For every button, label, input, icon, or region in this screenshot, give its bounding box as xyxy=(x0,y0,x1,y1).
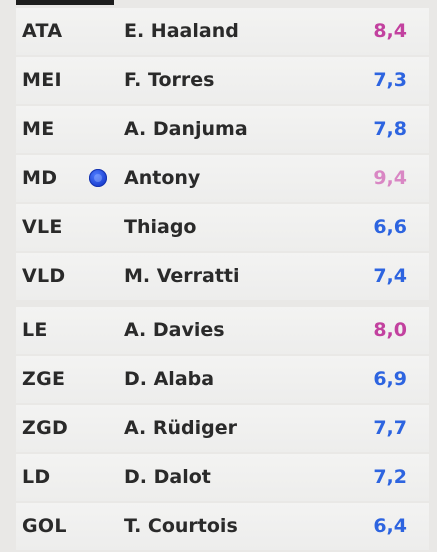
ball-icon xyxy=(89,169,107,187)
player-row-zge[interactable]: ZGE D. Alaba 6,9 xyxy=(16,356,429,403)
player-rating: 7,2 xyxy=(373,466,407,488)
player-rating: 7,7 xyxy=(373,417,407,439)
player-name: D. Alaba xyxy=(124,368,215,390)
position-label: LD xyxy=(22,466,51,488)
player-rating: 8,0 xyxy=(373,319,407,341)
player-rating: 6,9 xyxy=(373,368,407,390)
player-name: F. Torres xyxy=(124,69,215,91)
player-name: A. Danjuma xyxy=(124,118,248,140)
player-rating: 6,6 xyxy=(373,216,407,238)
player-rating: 9,4 xyxy=(373,167,407,189)
player-name: Antony xyxy=(124,167,201,189)
player-row-zgd[interactable]: ZGD A. Rüdiger 7,7 xyxy=(16,405,429,452)
player-rating: 8,4 xyxy=(373,20,407,42)
player-row-md[interactable]: MD Antony 9,4 xyxy=(16,155,429,202)
player-row-me[interactable]: ME A. Danjuma 7,8 xyxy=(16,106,429,153)
position-label: ZGD xyxy=(22,417,69,439)
player-name: Thiago xyxy=(124,216,197,238)
player-list: ATA E. Haaland 8,4 MEI F. Torres 7,3 ME … xyxy=(16,8,429,552)
player-rating: 7,4 xyxy=(373,265,407,287)
player-row-ld[interactable]: LD D. Dalot 7,2 xyxy=(16,454,429,501)
position-label: ME xyxy=(22,118,55,140)
player-row-le[interactable]: LE A. Davies 8,0 xyxy=(16,307,429,354)
position-label: VLE xyxy=(22,216,63,238)
top-accent-bar xyxy=(16,0,114,5)
position-label: ATA xyxy=(22,20,63,42)
position-label: ZGE xyxy=(22,368,66,390)
position-label: MD xyxy=(22,167,58,189)
position-label: LE xyxy=(22,319,48,341)
player-row-vle[interactable]: VLE Thiago 6,6 xyxy=(16,204,429,251)
player-row-mei[interactable]: MEI F. Torres 7,3 xyxy=(16,57,429,104)
player-row-ata[interactable]: ATA E. Haaland 8,4 xyxy=(16,8,429,55)
position-label: GOL xyxy=(22,515,67,537)
position-label: MEI xyxy=(22,69,62,91)
player-name: M. Verratti xyxy=(124,265,240,287)
player-name: T. Courtois xyxy=(124,515,238,537)
player-row-gol[interactable]: GOL T. Courtois 6,4 xyxy=(16,503,429,550)
position-label: VLD xyxy=(22,265,66,287)
player-name: A. Davies xyxy=(124,319,225,341)
player-rating: 7,3 xyxy=(373,69,407,91)
player-name: E. Haaland xyxy=(124,20,239,42)
player-rating: 6,4 xyxy=(373,515,407,537)
player-name: A. Rüdiger xyxy=(124,417,238,439)
player-name: D. Dalot xyxy=(124,466,211,488)
player-row-vld[interactable]: VLD M. Verratti 7,4 xyxy=(16,253,429,300)
player-rating: 7,8 xyxy=(373,118,407,140)
